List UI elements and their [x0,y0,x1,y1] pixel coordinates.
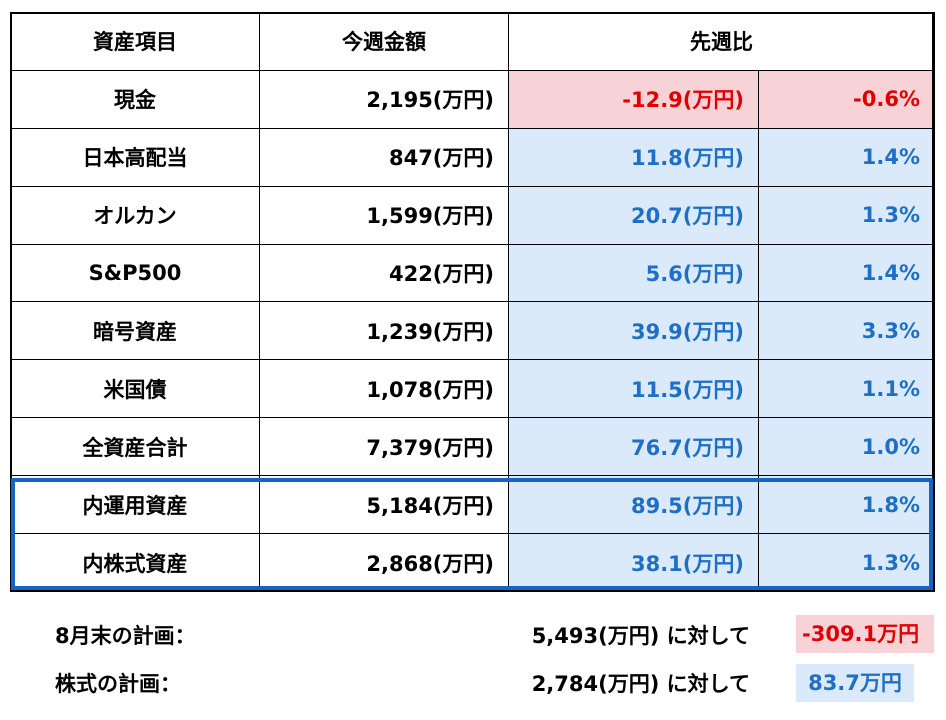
asset-name: 暗号資産 [10,301,260,361]
weekly-pct: 1.3% [758,533,935,592]
weekly-pct: 1.3% [758,185,935,245]
header-change: 先週比 [508,12,935,71]
header-item: 資産項目 [10,12,260,71]
asset-amount: 5,184(万円) [259,475,509,535]
weekly-diff: 20.7(万円) [508,185,759,245]
plan-amount-stock: 2,784(万円) に対して [531,672,750,696]
table-row: オルカン 1,599(万円) 20.7(万円) 1.3% [10,185,935,245]
plan-diff-august: -309.1万円 [796,615,934,653]
weekly-pct: 1.4% [758,243,935,303]
weekly-diff: 39.9(万円) [508,301,759,361]
asset-amount: 1,599(万円) [259,185,509,245]
asset-name: 全資産合計 [10,417,260,477]
asset-amount: 7,379(万円) [259,417,509,477]
weekly-pct: 1.0% [758,417,935,477]
weekly-pct: 1.4% [758,127,935,187]
header-amount: 今週金額 [259,12,509,71]
table-row: 全資産合計 7,379(万円) 76.7(万円) 1.0% [10,417,935,477]
asset-name: オルカン [10,185,260,245]
asset-amount: 422(万円) [259,243,509,303]
plan-label-august: 8月末の計画： [55,624,196,648]
asset-table: 資産項目 今週金額 先週比 現金 2,195(万円) -12.9(万円) -0.6% 日… [10,12,935,592]
asset-amount: 1,078(万円) [259,359,509,419]
table-row: 内株式資産 2,868(万円) 38.1(万円) 1.3% [10,533,935,592]
weekly-diff: 38.1(万円) [508,533,759,592]
asset-amount: 2,868(万円) [259,533,509,592]
table-row: S&P500 422(万円) 5.6(万円) 1.4% [10,243,935,303]
table-row: 暗号資産 1,239(万円) 39.9(万円) 3.3% [10,301,935,361]
table-row: 内運用資産 5,184(万円) 89.5(万円) 1.8% [10,475,935,535]
table-header-row: 資産項目 今週金額 先週比 [10,12,935,71]
plan-diff-stock: 83.7万円 [796,664,914,702]
weekly-diff: 89.5(万円) [508,475,759,535]
asset-amount: 1,239(万円) [259,301,509,361]
table-row: 日本高配当 847(万円) 11.8(万円) 1.4% [10,127,935,187]
plan-amount-august: 5,493(万円) に対して [531,624,750,648]
weekly-diff: 76.7(万円) [508,417,759,477]
table-row: 米国債 1,078(万円) 11.5(万円) 1.1% [10,359,935,419]
weekly-pct: 1.8% [758,475,935,535]
weekly-pct: 1.1% [758,359,935,419]
weekly-diff: -12.9(万円) [508,69,759,129]
asset-name: 現金 [10,69,260,129]
weekly-diff: 11.8(万円) [508,127,759,187]
table-row: 現金 2,195(万円) -12.9(万円) -0.6% [10,69,935,129]
weekly-pct: -0.6% [758,69,935,129]
asset-amount: 847(万円) [259,127,509,187]
weekly-diff: 11.5(万円) [508,359,759,419]
asset-name: 内運用資産 [10,475,260,535]
asset-name: 米国債 [10,359,260,419]
asset-name: 内株式資産 [10,533,260,592]
asset-amount: 2,195(万円) [259,69,509,129]
asset-name: S&P500 [10,243,260,303]
plan-label-stock: 株式の計画： [55,672,181,696]
weekly-diff: 5.6(万円) [508,243,759,303]
weekly-pct: 3.3% [758,301,935,361]
asset-name: 日本高配当 [10,127,260,187]
